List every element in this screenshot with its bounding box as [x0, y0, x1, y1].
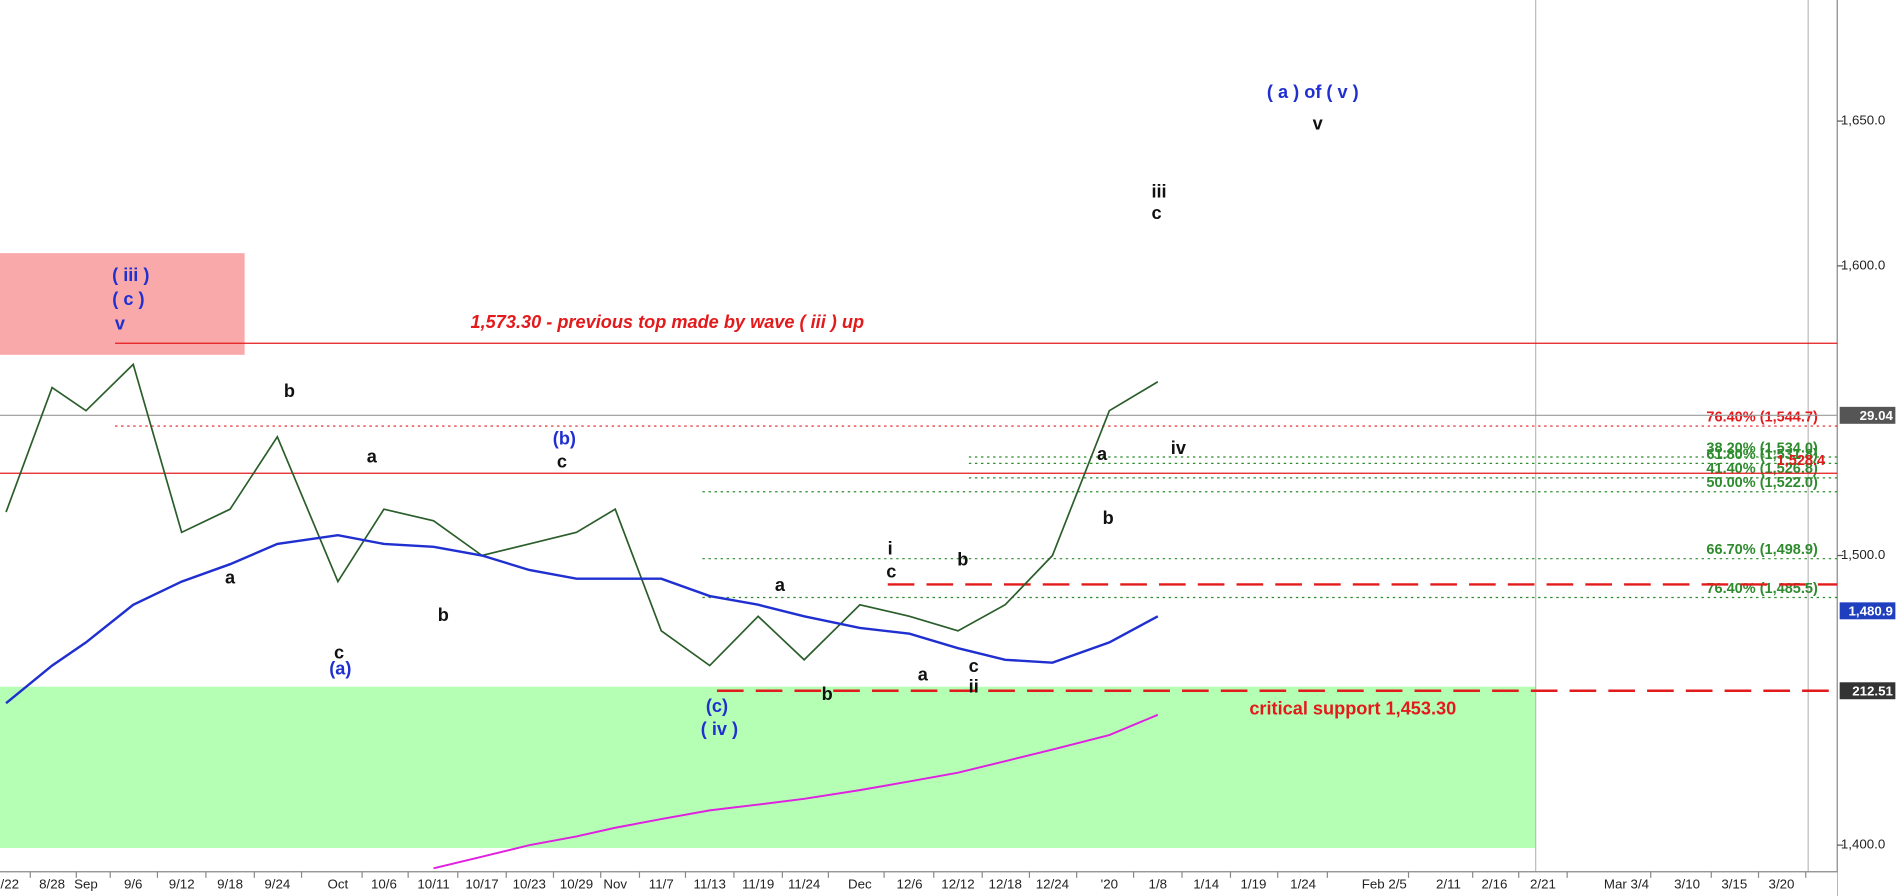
x-tick-label: Feb 2/5 — [1362, 877, 1407, 892]
fib-label: 50.00% (1,522.0) — [1706, 475, 1818, 491]
x-tick-label: Sep — [74, 877, 98, 892]
x-tick-label: 8/22 — [0, 877, 19, 892]
wave-label: a — [1097, 444, 1108, 464]
wave-label: b — [822, 684, 833, 704]
x-tick-label: 9/18 — [217, 877, 243, 892]
x-tick-label: '20 — [1101, 877, 1118, 892]
x-tick-label: 1/19 — [1241, 877, 1267, 892]
x-tick-label: 10/29 — [560, 877, 593, 892]
x-tick-label: 12/6 — [897, 877, 923, 892]
wave-label: a — [775, 575, 786, 595]
x-tick-label: 2/11 — [1436, 877, 1461, 892]
wave-label: iii — [1151, 181, 1166, 201]
x-tick-label: 1/14 — [1193, 877, 1220, 892]
x-tick-label: Dec — [848, 877, 872, 892]
x-tick-label: 3/20 — [1769, 877, 1795, 892]
wave-label: c — [1152, 203, 1162, 223]
y-tick-label: 1,500.0 — [1841, 547, 1885, 562]
x-tick-label: 2/16 — [1482, 877, 1508, 892]
series-line — [5, 362, 1159, 667]
wave-label: iv — [1171, 438, 1187, 458]
wave-label: v — [1313, 114, 1324, 134]
series-line — [5, 534, 1159, 705]
y-tick-label: 1,400.0 — [1841, 837, 1885, 852]
wave-label: b — [284, 381, 295, 401]
wave-label: c — [886, 562, 896, 582]
axis-tag — [1839, 406, 1896, 424]
x-tick-label: 9/24 — [264, 877, 291, 892]
x-tick-label: 1/24 — [1290, 877, 1317, 892]
x-tick-label: 11/7 — [649, 877, 674, 892]
x-tick-label: Mar 3/4 — [1604, 877, 1650, 892]
level-label: 1,573.30 - previous top made by wave ( i… — [471, 312, 865, 332]
wave-label: c — [334, 643, 344, 663]
wave-label: ( c ) — [112, 289, 144, 309]
x-tick-label: 3/10 — [1674, 877, 1700, 892]
wave-label: a — [225, 568, 236, 588]
fib-label: 61.80% (1,531.8) — [1706, 447, 1818, 463]
wave-label: ( a ) of ( v ) — [1267, 82, 1359, 102]
x-tick-label: 10/23 — [513, 877, 546, 892]
x-tick-label: 11/13 — [694, 877, 726, 892]
x-tick-label: 1/8 — [1149, 877, 1168, 892]
level-label: critical support 1,453.30 — [1249, 698, 1456, 718]
wave-label: b — [957, 549, 968, 569]
x-tick-label: 10/11 — [417, 877, 449, 892]
x-tick-label: 9/12 — [169, 877, 195, 892]
zone — [0, 253, 245, 355]
x-tick-label: 2/21 — [1530, 877, 1556, 892]
x-tick-label: 11/24 — [788, 877, 821, 892]
wave-label: b — [1103, 508, 1114, 528]
axis-tag — [1839, 602, 1896, 620]
wave-label: i — [888, 539, 893, 559]
x-tick-label: 11/19 — [742, 877, 774, 892]
x-tick-label: 12/12 — [941, 877, 974, 892]
fib-label: 76.40% (1,544.7) — [1706, 409, 1818, 425]
x-tick-label: 9/6 — [124, 877, 143, 892]
x-tick-label: Oct — [328, 877, 349, 892]
x-tick-label: 10/17 — [465, 877, 498, 892]
series-line — [433, 713, 1159, 870]
x-axis-band — [0, 871, 1838, 896]
wave-label: c — [557, 451, 567, 471]
x-tick-label: 12/18 — [989, 877, 1022, 892]
y-tick-label: 1,650.0 — [1841, 113, 1885, 128]
wave-label: ( iv ) — [701, 719, 738, 739]
wave-label: v — [115, 313, 126, 333]
x-tick-label: 8/28 — [39, 877, 65, 892]
y-tick-label: 1,600.0 — [1841, 257, 1885, 272]
level-label: 1,528.4 — [1777, 453, 1825, 469]
fib-label: 38.20% (1,534.0) — [1706, 440, 1818, 456]
axis-tag-label: 29.04 — [1860, 408, 1894, 423]
x-tick-label: 10/6 — [371, 877, 397, 892]
x-tick-label: 3/15 — [1721, 877, 1747, 892]
wave-label: (c) — [706, 696, 728, 716]
wave-label: (a) — [329, 658, 351, 678]
wave-label: c — [969, 656, 979, 676]
wave-label: ii — [969, 677, 979, 697]
axis-tag-label: 212.51 — [1852, 683, 1893, 698]
axis-tag-label: 1,480.9 — [1849, 604, 1893, 619]
x-tick-label: 12/24 — [1036, 877, 1070, 892]
wave-label: ( iii ) — [112, 265, 149, 285]
axis-tag — [1839, 682, 1896, 700]
wave-label: (b) — [553, 428, 576, 448]
wave-label: b — [438, 605, 449, 625]
fib-label: 66.70% (1,498.9) — [1706, 542, 1818, 558]
wave-label: a — [367, 446, 378, 466]
x-tick-label: Nov — [603, 877, 627, 892]
wave-label: a — [918, 664, 929, 684]
zone — [0, 686, 1536, 849]
